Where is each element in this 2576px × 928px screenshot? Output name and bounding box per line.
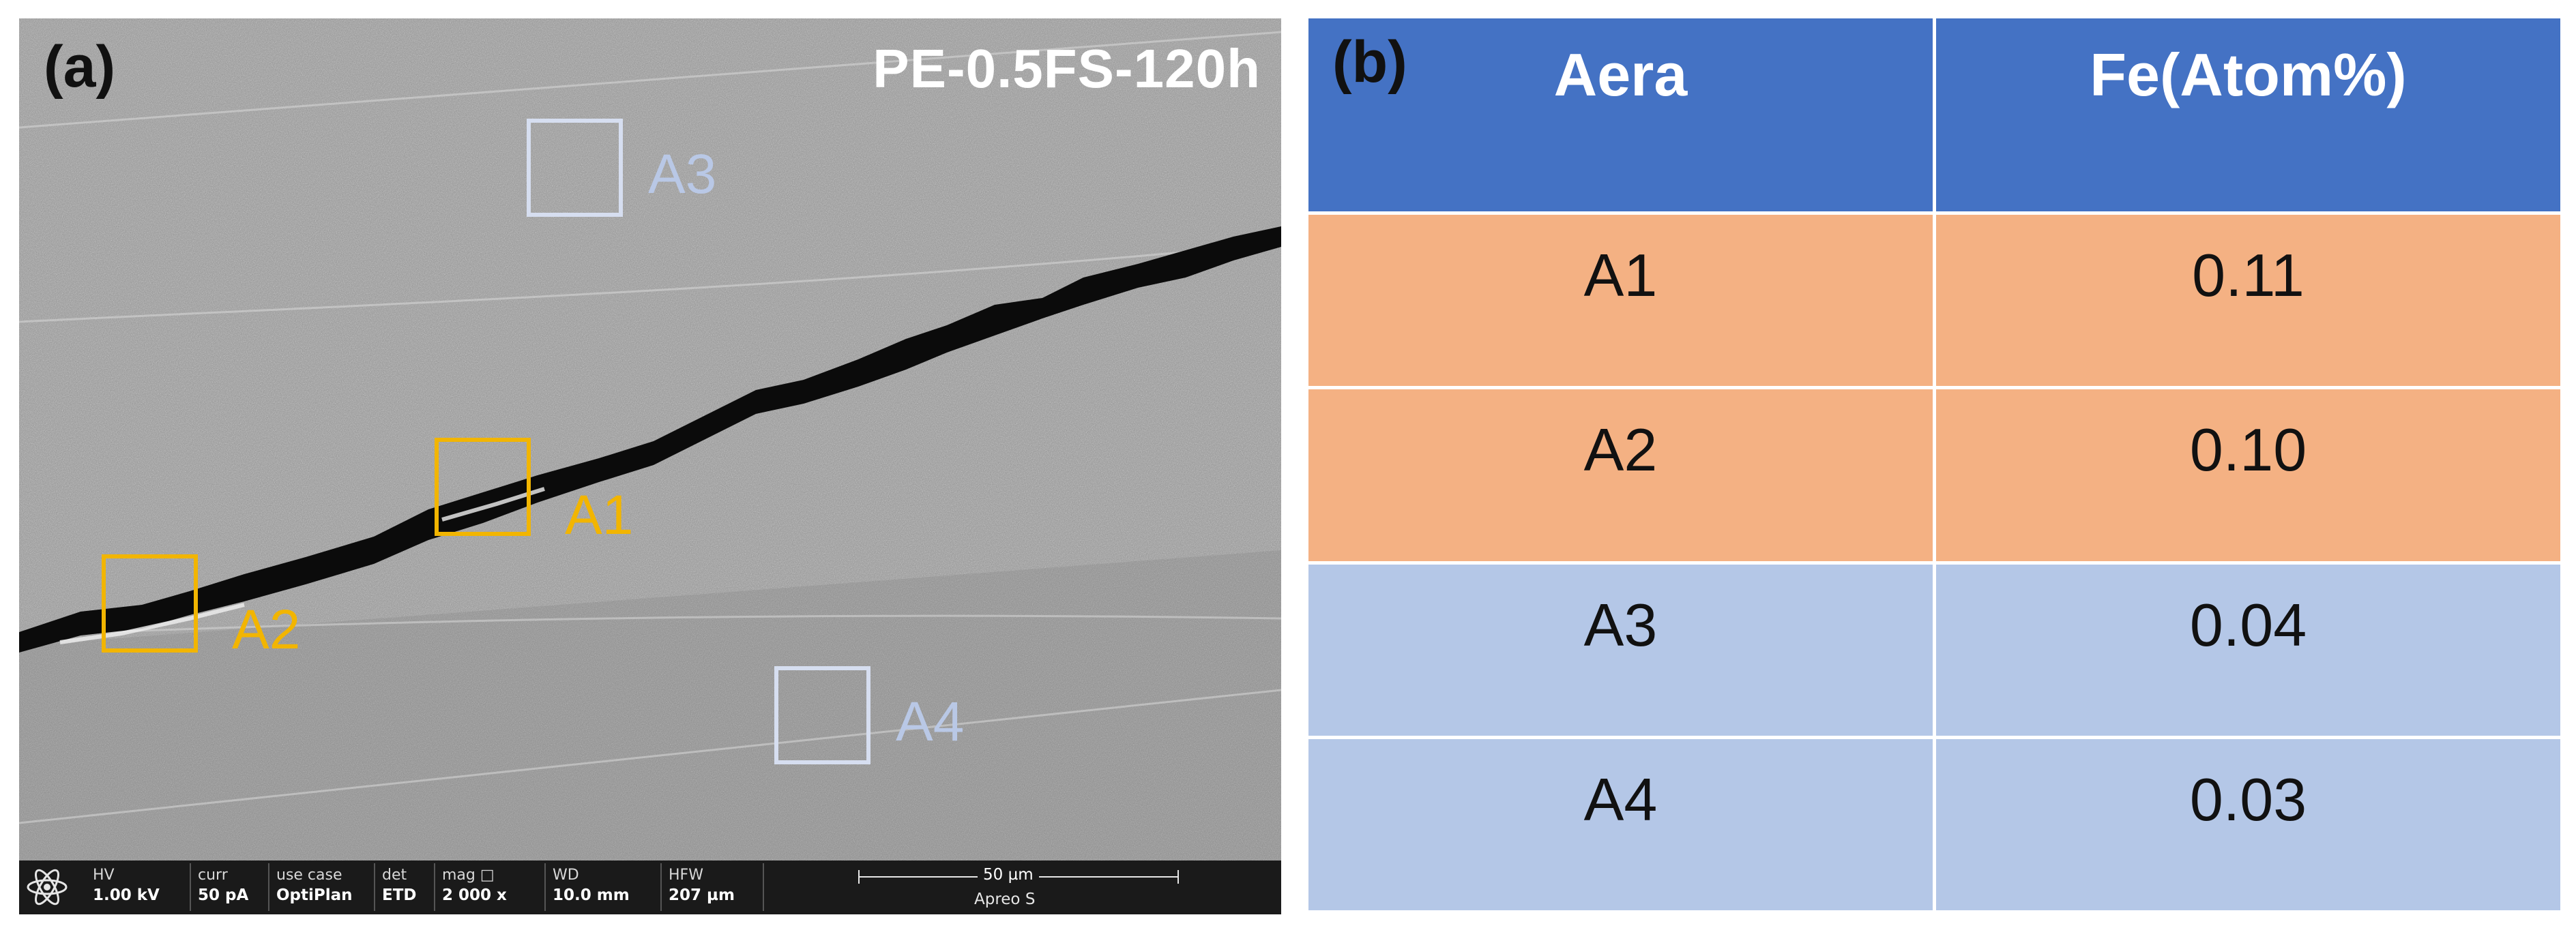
- cell-fe: 0.10: [1933, 386, 2564, 565]
- sem-micrograph: [19, 18, 1281, 860]
- scale-bar-label: 50 µm: [978, 866, 1039, 884]
- cell-fe: 0.03: [1933, 735, 2564, 914]
- region-label-a1: A1: [565, 484, 634, 546]
- panel-a-letter: (a): [44, 34, 116, 100]
- sem-use-case: use case OptiPlan: [276, 867, 353, 904]
- region-label-a3: A3: [648, 143, 717, 205]
- sem-info-bar: HV 1.00 kV curr 50 pA use case OptiPlan …: [19, 860, 1281, 914]
- bar-divider: [763, 863, 764, 911]
- header-fe: Fe(Atom%): [1933, 15, 2564, 215]
- table-header-row: Aera Fe(Atom%): [1305, 15, 2564, 215]
- region-label-a2: A2: [232, 599, 301, 661]
- fe-content-table: Aera Fe(Atom%) A1 0.11 A2 0.10 A3 0.04 A…: [1305, 15, 2564, 914]
- bar-divider: [434, 863, 435, 911]
- panel-b-letter: (b): [1332, 29, 1407, 95]
- sample-label: PE-0.5FS-120h: [873, 38, 1261, 99]
- sem-wd: WD 10.0 mm: [553, 867, 630, 904]
- table-row: A4 0.03: [1305, 735, 2564, 914]
- sem-hfw: HFW 207 µm: [669, 867, 735, 904]
- sem-det: det ETD: [382, 867, 417, 904]
- bar-divider: [268, 863, 269, 911]
- atom-logo-icon: [27, 869, 68, 905]
- cell-area: A3: [1305, 560, 1936, 739]
- sem-mag: mag □ 2 000 x: [442, 867, 507, 904]
- cell-fe: 0.11: [1933, 211, 2564, 390]
- cell-area: A2: [1305, 386, 1936, 565]
- cell-area: A1: [1305, 211, 1936, 390]
- table-row: A2 0.10: [1305, 386, 2564, 565]
- sem-hv: HV 1.00 kV: [93, 867, 160, 904]
- table-row: A3 0.04: [1305, 560, 2564, 739]
- bar-divider: [190, 863, 191, 911]
- sem-panel: (a) PE-0.5FS-120h A1 A2 A3 A4 HV 1.00 kV…: [19, 18, 1281, 914]
- bar-divider: [374, 863, 375, 911]
- header-area: Aera: [1305, 15, 1936, 215]
- bar-divider: [544, 863, 546, 911]
- cell-fe: 0.04: [1933, 560, 2564, 739]
- mag-square-icon: □: [480, 867, 495, 884]
- table-row: A1 0.11: [1305, 211, 2564, 390]
- region-box-a2: [102, 554, 198, 653]
- cell-area: A4: [1305, 735, 1936, 914]
- eds-table-panel: (b) Aera Fe(Atom%) A1 0.11 A2 0.10 A3 0.…: [1305, 15, 2564, 914]
- region-box-a1: [435, 438, 531, 536]
- region-label-a4: A4: [896, 691, 965, 753]
- bar-divider: [660, 863, 662, 911]
- region-box-a3: [527, 119, 623, 217]
- instrument-name: Apreo S: [974, 890, 1036, 908]
- crack: [19, 226, 1281, 653]
- sem-curr: curr 50 pA: [198, 867, 249, 904]
- region-box-a4: [774, 666, 870, 764]
